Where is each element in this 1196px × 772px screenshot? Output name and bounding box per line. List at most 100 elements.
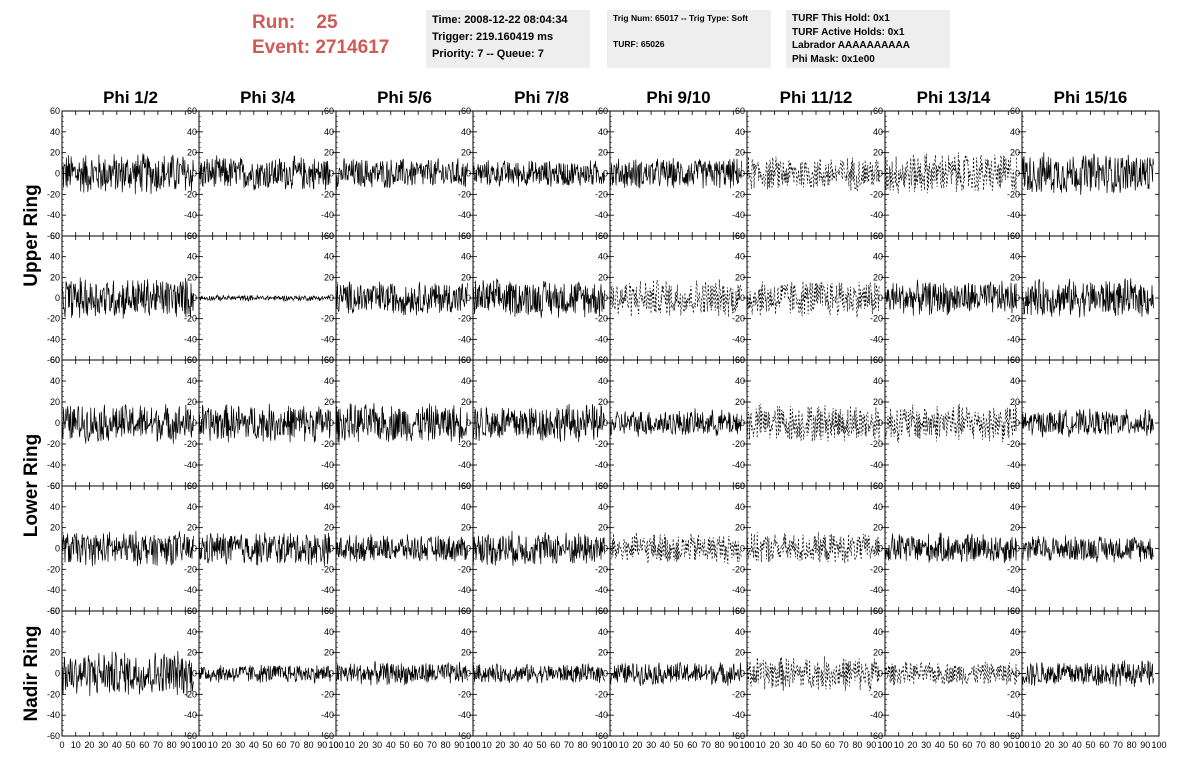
y-tick-label: 40 (598, 252, 608, 262)
y-tick-label: 0 (878, 418, 883, 428)
x-tick-label: 30 (509, 740, 519, 750)
y-tick-label: 60 (873, 481, 883, 491)
x-tick-label: 90 (180, 740, 190, 750)
x-tick-label: 10 (208, 740, 218, 750)
x-tick-label: 0 (333, 740, 338, 750)
labrador-line: Labrador AAAAAAAAAA (792, 40, 910, 51)
ring-label: Lower Ring (21, 434, 42, 537)
y-tick-label: 40 (50, 252, 60, 262)
x-tick-label: 80 (441, 740, 451, 750)
y-tick-label: -40 (184, 210, 197, 220)
y-tick-label: -40 (184, 585, 197, 595)
x-tick-label: 0 (196, 740, 201, 750)
column-title: Phi 15/16 (1054, 88, 1128, 107)
y-tick-label: 20 (324, 397, 334, 407)
x-tick-label: 60 (687, 740, 697, 750)
y-tick-label: -20 (184, 689, 197, 699)
y-tick-label: -40 (595, 585, 608, 595)
y-tick-label: -40 (321, 334, 334, 344)
x-tick-label: 70 (701, 740, 711, 750)
event-label: Event: (252, 37, 311, 58)
ring-label: Upper Ring (21, 184, 42, 286)
x-tick-label: 80 (990, 740, 1000, 750)
x-tick-label: 50 (125, 740, 135, 750)
y-tick-label: -40 (870, 210, 883, 220)
y-tick-label: 20 (735, 148, 745, 158)
waveform-trace (746, 403, 880, 442)
x-tick-label: 100 (739, 740, 754, 750)
waveform-trace (884, 279, 1017, 316)
y-tick-label: -20 (870, 189, 883, 199)
x-tick-label: 80 (715, 740, 725, 750)
y-tick-label: 0 (55, 669, 60, 679)
x-tick-label: 90 (454, 740, 464, 750)
waveform-trace (335, 403, 468, 443)
waveform-trace (746, 156, 880, 192)
y-tick-label: 60 (50, 106, 60, 116)
y-tick-label: -20 (458, 189, 471, 199)
y-tick-label: 40 (461, 502, 471, 512)
y-tick-label: 0 (740, 544, 745, 554)
y-tick-label: 60 (324, 481, 334, 491)
y-tick-label: 60 (324, 606, 334, 616)
y-tick-label: -20 (870, 689, 883, 699)
y-tick-label: -20 (458, 689, 471, 699)
y-tick-label: 20 (50, 272, 60, 282)
y-tick-label: 40 (1010, 376, 1020, 386)
y-tick-label: -60 (184, 731, 197, 741)
x-tick-label: 0 (744, 740, 749, 750)
y-tick-label: 40 (1010, 127, 1020, 137)
x-tick-label: 50 (399, 740, 409, 750)
y-tick-label: 0 (192, 418, 197, 428)
y-tick-label: 60 (1010, 481, 1020, 491)
y-tick-label: -60 (321, 731, 334, 741)
column-title: Phi 5/6 (377, 88, 432, 107)
y-tick-label: 0 (603, 169, 608, 179)
y-tick-label: 60 (873, 106, 883, 116)
y-tick-label: 40 (187, 502, 197, 512)
x-tick-label: 70 (976, 740, 986, 750)
y-tick-label: 0 (329, 169, 334, 179)
y-tick-label: -40 (595, 460, 608, 470)
y-tick-label: -20 (870, 564, 883, 574)
y-tick-label: -60 (1007, 731, 1020, 741)
waveform-trace (335, 158, 468, 189)
y-tick-label: 0 (329, 293, 334, 303)
x-tick-label: 50 (1085, 740, 1095, 750)
y-tick-label: 60 (735, 355, 745, 365)
y-tick-label: 60 (50, 355, 60, 365)
x-tick-label: 100 (191, 740, 206, 750)
y-tick-label: -40 (47, 334, 60, 344)
y-tick-label: 0 (740, 669, 745, 679)
x-tick-label: 70 (839, 740, 849, 750)
turf-active-line: TURF Active Holds: 0x1 (792, 26, 905, 38)
y-tick-label: -60 (47, 481, 60, 491)
y-tick-label: 20 (873, 648, 883, 658)
waveform-trace (472, 278, 605, 318)
y-tick-label: 60 (461, 481, 471, 491)
y-tick-label: 40 (873, 252, 883, 262)
waveform-trace (884, 661, 1017, 686)
y-tick-label: 0 (466, 544, 471, 554)
y-tick-label: -40 (458, 210, 471, 220)
waveform-trace (61, 153, 194, 195)
y-tick-label: -40 (47, 460, 60, 470)
y-tick-label: -20 (595, 439, 608, 449)
y-tick-label: -40 (321, 210, 334, 220)
x-tick-label: 50 (262, 740, 272, 750)
y-tick-label: 40 (324, 127, 334, 137)
run-label: Run: (252, 12, 296, 33)
y-tick-label: 20 (873, 272, 883, 282)
y-tick-label: -20 (458, 564, 471, 574)
x-tick-label: 40 (797, 740, 807, 750)
y-tick-label: 60 (187, 481, 197, 491)
y-tick-label: 20 (735, 397, 745, 407)
y-tick-label: 20 (324, 523, 334, 533)
y-tick-label: -40 (1007, 210, 1020, 220)
y-tick-label: -20 (732, 314, 745, 324)
run-value: 25 (316, 12, 338, 33)
trig-num-line: Trig Num: 65017 -- Trig Type: Soft (613, 13, 748, 23)
y-tick-label: -40 (732, 460, 745, 470)
trigger-line: Trigger: 219.160419 ms (432, 31, 554, 43)
